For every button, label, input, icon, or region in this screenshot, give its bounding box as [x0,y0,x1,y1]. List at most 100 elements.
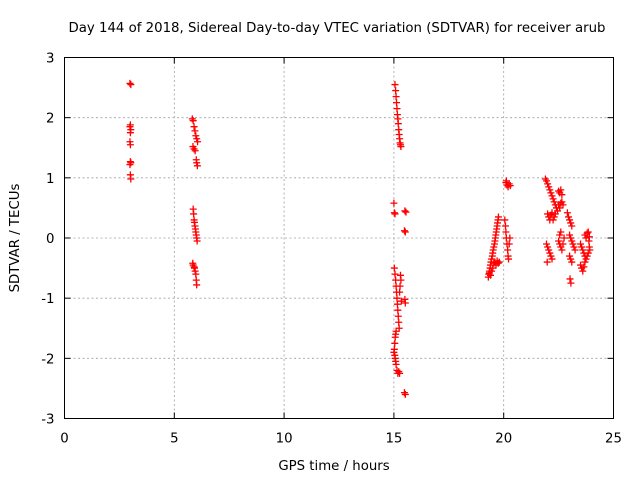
data-point [583,252,591,260]
data-point [551,210,559,218]
data-point [502,228,510,236]
data-point [126,129,134,137]
grid-lines [64,57,614,419]
data-point [566,216,574,224]
data-point [193,162,201,170]
data-point [584,228,592,236]
y-tick-label: 3 [46,52,54,67]
data-point [585,237,593,245]
data-point [400,227,408,235]
data-point [401,228,409,236]
data-point [579,267,587,275]
y-tick-label: -3 [41,413,54,428]
data-point [545,183,553,191]
data-point [546,249,554,257]
data-point [563,209,571,217]
data-point [544,180,552,188]
data-point [581,258,589,266]
data-point [570,243,578,251]
data-point [545,246,553,254]
data-point [401,207,409,215]
data-point [192,270,200,278]
data-point [487,271,495,279]
data-point [391,333,399,341]
data-point [393,99,401,107]
data-point [548,255,556,263]
data-point [191,267,199,275]
data-point [566,275,574,283]
data-point [579,246,587,254]
data-point [392,87,400,95]
data-point [550,213,558,221]
data-point [126,123,134,131]
data-point [548,209,556,217]
y-tick-label: 2 [46,112,54,127]
data-point [191,127,199,135]
data-point [488,255,496,263]
data-point [191,147,199,155]
data-point [392,93,400,101]
data-point [394,306,402,314]
data-point [395,324,403,332]
data-point [580,263,588,271]
data-point [566,231,574,239]
data-point [582,255,590,263]
data-points [126,79,594,398]
data-point [560,234,568,242]
data-point [505,255,513,263]
data-point [396,282,404,290]
data-point [501,216,509,224]
data-point [494,259,502,267]
data-point [127,81,135,89]
data-point [126,161,134,169]
data-point [396,288,404,296]
data-point [548,192,556,200]
data-point [555,237,563,245]
data-point [549,195,557,203]
data-point [567,219,575,227]
data-point [194,138,202,146]
data-point [391,270,399,278]
y-tick-label: -1 [41,292,54,307]
data-point [578,243,586,251]
data-point [390,209,398,217]
data-point [394,120,402,128]
data-point [543,240,551,248]
chart-title: Day 144 of 2018, Sidereal Day-to-day VTE… [69,21,606,36]
data-point [191,264,199,272]
data-point [583,229,591,237]
data-point [584,249,592,257]
x-tick-label: 20 [495,432,512,447]
data-point [505,240,513,248]
data-point [193,237,201,245]
data-point [193,135,201,143]
data-point [393,294,401,302]
x-tick-label: 0 [60,432,68,447]
x-tick-label: 25 [605,432,622,447]
data-point [495,258,503,266]
data-point [394,312,402,320]
data-point [549,216,557,224]
data-point [489,246,497,254]
data-point [192,132,200,140]
data-point [189,117,197,125]
data-point [401,299,409,307]
data-point [506,234,514,242]
data-point [193,281,201,289]
data-point [126,141,134,149]
axis-ticks: 0 5 10 15 20 25 -3 -2 -1 0 1 2 3 [41,52,622,447]
data-point [501,222,509,230]
data-point [586,246,594,254]
data-point [546,186,554,194]
data-point [402,208,410,216]
data-point [393,300,401,308]
data-point [397,276,405,284]
data-point [490,243,498,251]
data-point [502,177,510,185]
data-point [569,240,577,248]
data-point [556,231,564,239]
x-tick-label: 15 [385,432,402,447]
y-tick-label: 1 [46,172,54,187]
data-point [564,213,572,221]
data-point [489,264,497,272]
